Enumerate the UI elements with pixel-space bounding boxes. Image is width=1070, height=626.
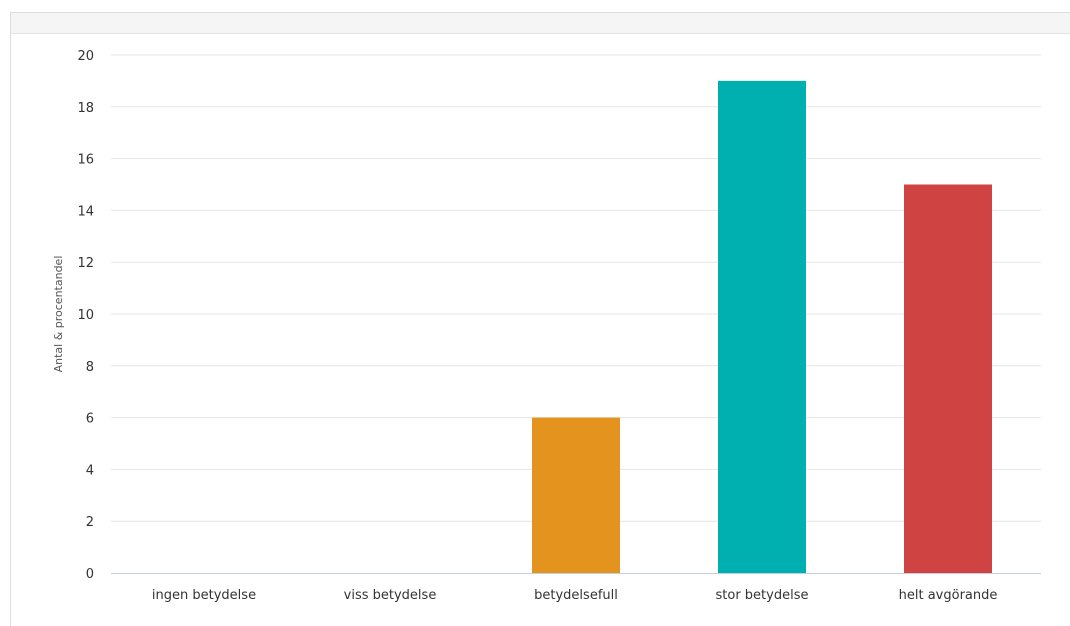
y-tick-label: 2: [86, 515, 94, 530]
bar[interactable]: [718, 80, 806, 574]
y-tick-label: 8: [86, 360, 94, 375]
y-tick-label: 20: [77, 49, 94, 64]
x-axis-labels: ingen betydelse viss betydelse betydelsefu…: [152, 588, 997, 603]
y-tick-label: 6: [86, 412, 94, 427]
x-category-label: stor betydelse: [716, 588, 809, 603]
x-category-label: betydelsefull: [534, 588, 618, 603]
grid-lines: [111, 54, 1041, 522]
y-tick-label: 0: [86, 567, 94, 582]
y-tick-label: 12: [77, 256, 94, 271]
bar[interactable]: [532, 417, 620, 573]
y-tick-label: 18: [77, 101, 94, 116]
bars: [532, 80, 992, 574]
y-axis-title: Antal & procentandel: [52, 256, 65, 373]
panel-heading: [11, 13, 1070, 34]
y-axis-ticks: 0 2 4 6 8 10 12 14 16 18 20: [77, 49, 94, 582]
y-tick-label: 16: [77, 153, 94, 168]
x-category-label: viss betydelse: [344, 588, 437, 603]
bar[interactable]: [904, 184, 992, 574]
y-tick-label: 14: [77, 204, 94, 219]
y-tick-label: 10: [77, 308, 94, 323]
x-category-label: ingen betydelse: [152, 588, 256, 603]
x-category-label: helt avgörande: [899, 588, 998, 603]
y-tick-label: 4: [86, 463, 94, 478]
